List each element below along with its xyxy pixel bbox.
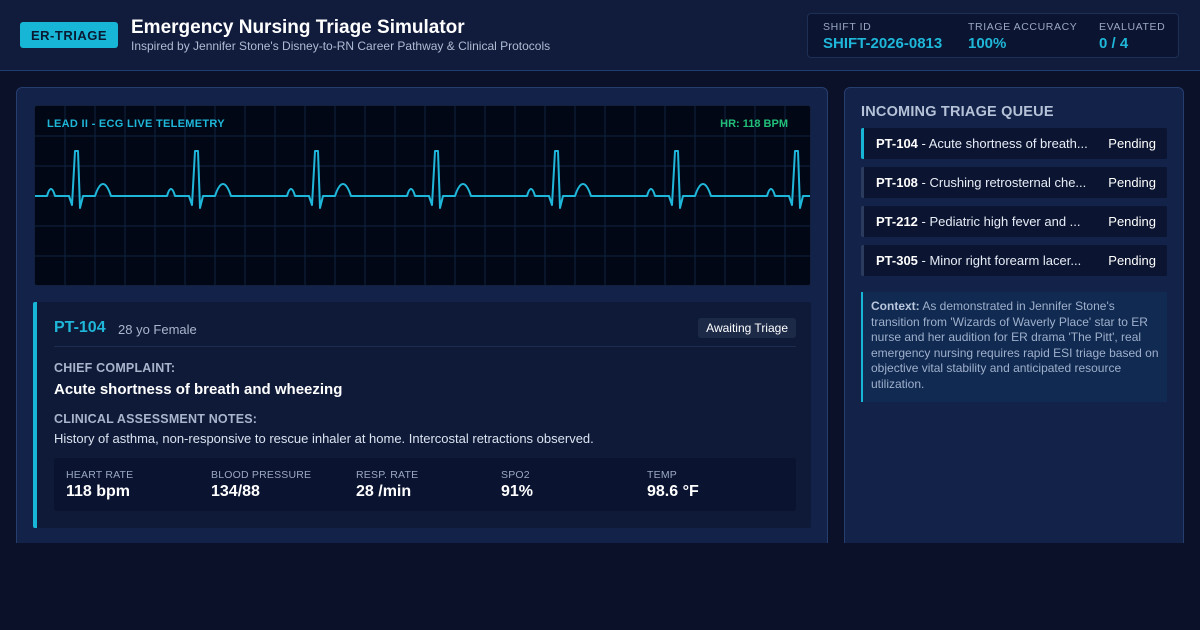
queue-item-status: Pending [1108, 175, 1156, 190]
queue-item-id: PT-108 [876, 175, 918, 190]
queue-item[interactable]: PT-212 - Pediatric high fever and ... Pe… [861, 206, 1167, 237]
page-footer-area [0, 543, 1200, 630]
chief-complaint-label: CHIEF COMPLAINT: [54, 361, 176, 375]
stat-evaluated: EVALUATED 0 / 4 [1099, 21, 1165, 52]
ecg-trace-canvas [35, 106, 810, 285]
shift-stats-panel: SHIFT ID SHIFT-2026-0813 TRIAGE ACCURACY… [807, 13, 1179, 58]
notes-label: CLINICAL ASSESSMENT NOTES: [54, 412, 258, 426]
vital-label: SPO2 [501, 469, 530, 481]
chief-complaint: Acute shortness of breath and wheezing [54, 381, 343, 398]
ecg-monitor: LEAD II - ECG LIVE TELEMETRY HR: 118 BPM [34, 105, 811, 286]
context-note: Context: As demonstrated in Jennifer Sto… [861, 292, 1167, 402]
queue-item[interactable]: PT-108 - Crushing retrosternal che... Pe… [861, 167, 1167, 198]
vital-spo2: SPO2 91% [501, 469, 533, 501]
app-title: Emergency Nursing Triage Simulator [131, 17, 465, 38]
app-subtitle: Inspired by Jennifer Stone's Disney-to-R… [131, 39, 551, 53]
vital-value: 134/88 [211, 483, 260, 500]
queue-item-id: PT-104 [876, 136, 918, 151]
app-header: ER-TRIAGE Emergency Nursing Triage Simul… [0, 0, 1200, 71]
vitals-panel: HEART RATE 118 bpm BLOOD PRESSURE 134/88… [54, 458, 796, 511]
patient-card: PT-104 28 yo Female Awaiting Triage CHIE… [33, 302, 811, 528]
queue-item-status: Pending [1108, 136, 1156, 151]
stat-shift-id: SHIFT ID SHIFT-2026-0813 [823, 21, 942, 52]
context-label: Context: [871, 299, 920, 313]
queue-item-label: PT-108 - Crushing retrosternal che... [876, 175, 1096, 190]
vital-label: RESP. RATE [356, 469, 419, 481]
vital-resp-rate: RESP. RATE 28 /min [356, 469, 418, 501]
queue-item[interactable]: PT-104 - Acute shortness of breath... Pe… [861, 128, 1167, 159]
status-badge: Awaiting Triage [698, 318, 796, 338]
vital-heart-rate: HEART RATE 118 bpm [66, 469, 133, 501]
stat-triage-accuracy: TRIAGE ACCURACY 100% [968, 21, 1077, 52]
queue-item-id: PT-212 [876, 214, 918, 229]
queue-item-id: PT-305 [876, 253, 918, 268]
queue-item-label: PT-305 - Minor right forearm lacer... [876, 253, 1096, 268]
vital-blood-pressure: BLOOD PRESSURE 134/88 [211, 469, 311, 501]
ecg-waveform [35, 150, 810, 209]
vital-value: 118 bpm [66, 483, 131, 500]
context-text: As demonstrated in Jennifer Stone's tran… [871, 299, 1159, 391]
stat-label: TRIAGE ACCURACY [968, 21, 1078, 33]
ecg-lead-label: LEAD II - ECG LIVE TELEMETRY [47, 118, 225, 130]
clinical-notes: History of asthma, non-responsive to res… [54, 431, 594, 446]
stat-label: SHIFT ID [823, 21, 872, 33]
queue-item-complaint: - Pediatric high fever and ... [917, 214, 1081, 229]
queue-item-complaint: - Acute shortness of breath... [917, 136, 1088, 151]
vital-label: TEMP [647, 469, 677, 481]
stat-value: 0 / 4 [1099, 35, 1129, 52]
vital-temp: TEMP 98.6 °F [647, 469, 699, 501]
vital-label: HEART RATE [66, 469, 134, 481]
queue-item-status: Pending [1108, 253, 1156, 268]
divider [54, 346, 796, 347]
patient-demographics: 28 yo Female [118, 322, 197, 337]
queue-item-label: PT-104 - Acute shortness of breath... [876, 136, 1096, 151]
queue-item-status: Pending [1108, 214, 1156, 229]
brand-badge: ER-TRIAGE [20, 22, 118, 48]
queue-item[interactable]: PT-305 - Minor right forearm lacer... Pe… [861, 245, 1167, 276]
stat-value: 100% [968, 35, 1007, 52]
patient-panel: LEAD II - ECG LIVE TELEMETRY HR: 118 BPM… [16, 87, 828, 557]
queue-item-complaint: - Minor right forearm lacer... [917, 253, 1082, 268]
vital-label: BLOOD PRESSURE [211, 469, 312, 481]
ecg-heart-rate: HR: 118 BPM [720, 118, 788, 130]
queue-title: INCOMING TRIAGE QUEUE [861, 104, 1054, 120]
queue-item-label: PT-212 - Pediatric high fever and ... [876, 214, 1096, 229]
queue-item-complaint: - Crushing retrosternal che... [917, 175, 1087, 190]
vital-value: 98.6 °F [647, 483, 699, 500]
vital-value: 91% [501, 483, 534, 500]
vital-value: 28 /min [356, 483, 412, 500]
stat-label: EVALUATED [1099, 21, 1166, 33]
stat-value: SHIFT-2026-0813 [823, 35, 943, 52]
patient-id: PT-104 [54, 319, 106, 336]
triage-queue-panel: INCOMING TRIAGE QUEUE PT-104 - Acute sho… [844, 87, 1184, 557]
